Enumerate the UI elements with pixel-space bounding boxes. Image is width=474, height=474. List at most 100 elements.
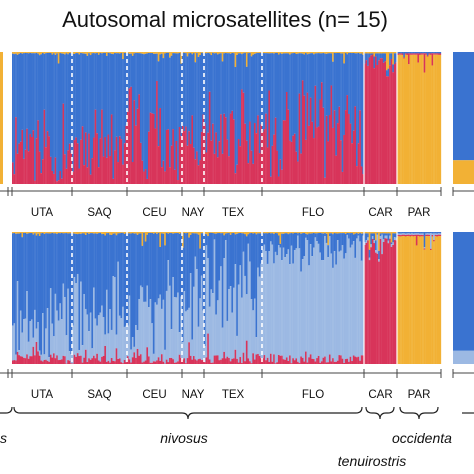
bar-segment-red [249, 121, 251, 184]
bar-segment-red [257, 353, 259, 364]
bar-segment-orange [428, 54, 431, 185]
bar-segment-orange [255, 52, 258, 54]
bar-segment-red [325, 115, 328, 184]
bar-segment-blue [258, 233, 261, 277]
bar-segment-red [392, 245, 395, 364]
bracket-tenuirostris [365, 406, 395, 420]
bar-segment-light-blue [76, 273, 79, 354]
bar-segment-orange [239, 52, 242, 54]
bar-segment-orange [88, 52, 90, 54]
bar-segment-blue [75, 233, 78, 284]
bar-segment-orange [54, 52, 57, 55]
bar-segment-red [409, 53, 412, 55]
bar-segment-red [88, 358, 90, 364]
bar-segment-red [115, 136, 118, 184]
bar-segment-red [159, 108, 162, 184]
bar-segment-orange [101, 52, 103, 54]
bar-segment-orange [341, 232, 344, 234]
bar-segment-blue [86, 55, 89, 168]
bar-segment-red [390, 246, 393, 364]
bar-segment-light-blue [12, 325, 14, 361]
bar-segment-blue [26, 233, 28, 292]
bar-segment-light-blue [193, 286, 195, 357]
bar-segment-red [35, 342, 38, 364]
population-label-tex: TEX [222, 207, 245, 219]
bar-segment-orange [102, 52, 105, 54]
bar-segment-blue [218, 233, 221, 281]
bar-segment-orange [224, 52, 227, 53]
bar-segment-blue [199, 55, 202, 161]
bar-segment-blue [167, 52, 170, 130]
bar-segment-blue [411, 52, 413, 54]
bar-segment-orange [250, 52, 253, 57]
bar-segment-blue [59, 53, 62, 172]
bar-segment-red [252, 353, 255, 364]
bar-segment-red [336, 123, 339, 184]
bar-segment-blue [75, 53, 78, 138]
bar-segment-blue [365, 53, 368, 61]
bar-segment-red [128, 88, 131, 184]
bar-segment-light-blue [247, 243, 250, 359]
bar-segment-blue [109, 234, 111, 310]
bar-segment-blue [207, 52, 209, 133]
bar-segment-orange [274, 52, 277, 53]
bar-segment-orange [306, 232, 309, 235]
bar-segment-orange [379, 52, 382, 54]
bar-segment-red [35, 138, 38, 184]
bar-segment-blue [386, 233, 388, 236]
bar-segment-blue [284, 53, 287, 121]
bar-segment-red [183, 131, 186, 184]
bar-segment-blue [266, 53, 269, 148]
bar-segment-orange [141, 232, 144, 246]
bar-segment-red [386, 76, 388, 184]
bar-segment-red [273, 134, 275, 184]
bar-segment-light-blue [257, 267, 259, 354]
bar-segment-orange [67, 52, 69, 55]
bar-segment-light-blue [191, 339, 194, 360]
bar-segment-orange [375, 232, 377, 241]
bar-segment-blue [118, 53, 121, 137]
bar-segment-orange [73, 52, 76, 54]
bar-segment-light-blue [16, 281, 19, 352]
bar-segment-red [349, 123, 352, 184]
bar-segment-light-blue [320, 260, 323, 362]
bar-segment-orange [392, 232, 395, 234]
bar-segment-light-blue [437, 233, 440, 235]
bar-segment-orange [434, 236, 437, 364]
bar-segment-light-blue [65, 335, 68, 364]
bar-segment-light-blue [53, 336, 55, 354]
bar-segment-blue [341, 233, 344, 245]
bar-segment-red [93, 355, 95, 364]
bar-segment-red [135, 357, 137, 364]
bar-segment-red [298, 93, 301, 184]
bar-segment-light-blue [401, 233, 404, 235]
bar-segment-light-blue [186, 309, 189, 359]
bar-segment-orange [297, 232, 299, 234]
bar-segment-light-blue [48, 357, 51, 362]
bar-segment-light-blue [107, 333, 110, 361]
bar-segment-blue [252, 233, 255, 311]
bar-segment-light-blue [417, 233, 420, 235]
bar-segment-red [317, 355, 320, 364]
bar-segment-red [127, 356, 129, 364]
bar-segment-light-blue [96, 325, 99, 354]
bar-segment-orange [73, 232, 76, 234]
bar-segment-red [387, 243, 390, 364]
bar-segment-blue [191, 54, 194, 116]
bar-segment-blue [301, 53, 304, 81]
bar-segment-blue [335, 53, 338, 156]
population-label-tex: TEX [222, 389, 245, 401]
bar-segment-red [197, 359, 200, 364]
population-label-car: CAR [368, 207, 392, 219]
bar-segment-light-blue [319, 252, 322, 363]
bar-segment-red [70, 153, 73, 184]
bar-segment-blue [223, 53, 226, 114]
bar-segment-red [131, 162, 134, 184]
bar-segment-orange [373, 52, 376, 57]
bar-segment-light-blue [62, 283, 65, 356]
bar-segment-red [48, 136, 51, 184]
bar-segment-red [437, 53, 440, 55]
bar-segment-orange [244, 52, 247, 53]
bar-segment-orange [27, 52, 30, 54]
bar-segment-red [13, 174, 16, 184]
